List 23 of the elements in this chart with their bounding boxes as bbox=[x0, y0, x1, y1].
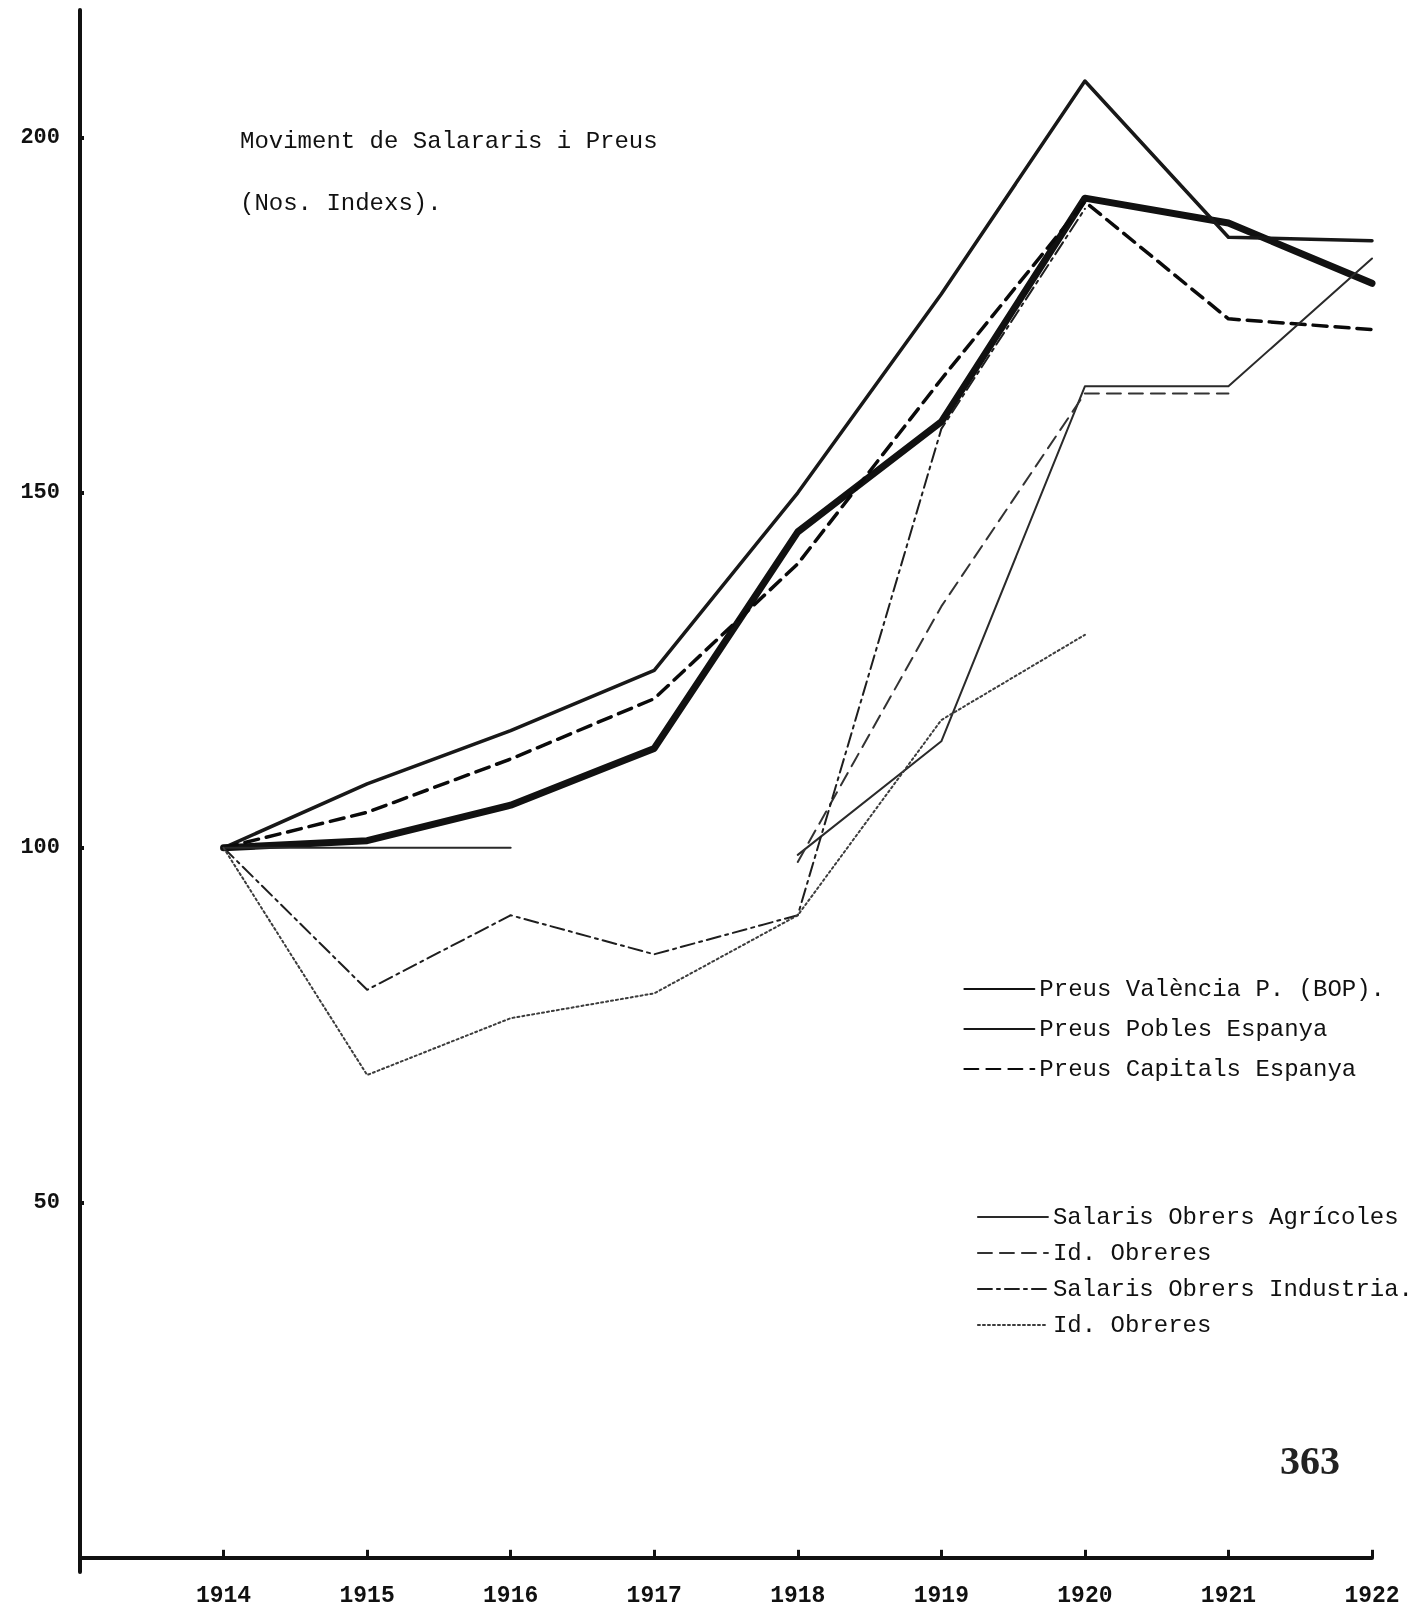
y-tick-label: 100 bbox=[20, 835, 60, 861]
y-tick-label: 150 bbox=[20, 480, 60, 506]
legend-label: Preus Capitals Espanya bbox=[1039, 1055, 1357, 1083]
x-tick-label: 1914 bbox=[195, 1582, 252, 1609]
legend-label: Salaris Obrers Industria. bbox=[1052, 1275, 1413, 1303]
x-tick-label: 1916 bbox=[483, 1582, 539, 1609]
annotation: 363 bbox=[1280, 1437, 1340, 1483]
text: Moviment de Salararis i Preus bbox=[240, 127, 658, 155]
legend-label: Salaris Obrers Agrícoles bbox=[1052, 1203, 1399, 1231]
x-tick-label: 1917 bbox=[626, 1582, 682, 1609]
legend-label: Id. Obreres bbox=[1052, 1239, 1212, 1267]
x-tick-label: 1921 bbox=[1200, 1582, 1257, 1609]
x-tick-label: 1920 bbox=[1057, 1582, 1113, 1609]
legend-label: Preus Pobles Espanya bbox=[1039, 1015, 1328, 1043]
y-tick-label: 50 bbox=[33, 1190, 60, 1216]
x-tick-label: 1922 bbox=[1344, 1582, 1400, 1609]
text: (Nos. Indexs). bbox=[240, 189, 442, 217]
y-tick-label: 200 bbox=[20, 125, 60, 151]
x-tick-label: 1918 bbox=[770, 1582, 826, 1609]
legend-label: Id. Obreres bbox=[1052, 1311, 1212, 1339]
legend-label: Preus València P. (BOP). bbox=[1039, 975, 1385, 1003]
x-tick-label: 1915 bbox=[339, 1582, 395, 1609]
x-tick-label: 1919 bbox=[913, 1582, 969, 1609]
